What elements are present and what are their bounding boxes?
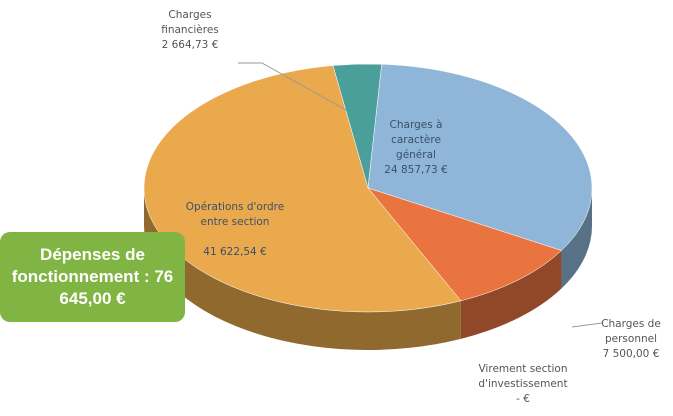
pie-slice [143, 65, 462, 313]
pie-side [561, 188, 592, 289]
slice-value-label: - € [516, 393, 530, 405]
leader-line [238, 62, 347, 111]
pie-slice [367, 63, 593, 251]
slice-value-label: 2 664,73 € [161, 39, 219, 51]
pie-slice [367, 187, 562, 302]
slice-label: Charges à caractère général [389, 119, 443, 161]
slice-label: Charges financières [161, 9, 219, 36]
slice-value-label: 41 622,54 € [203, 246, 267, 258]
pie-side [144, 188, 461, 350]
slice-value-label: 24 857,73 € [384, 164, 448, 176]
slice-value-label: 7 500,00 € [602, 348, 660, 360]
slice-label: Charges de personnel [601, 318, 661, 345]
slice-label: Opérations d'ordre entre section [185, 201, 285, 228]
slice-label: Virement section d'investissement [478, 363, 568, 390]
total-annotation: Dépenses de fonctionnement : 76 645,00 € [0, 232, 185, 322]
pie-side [460, 250, 562, 339]
leader-line [571, 322, 603, 328]
